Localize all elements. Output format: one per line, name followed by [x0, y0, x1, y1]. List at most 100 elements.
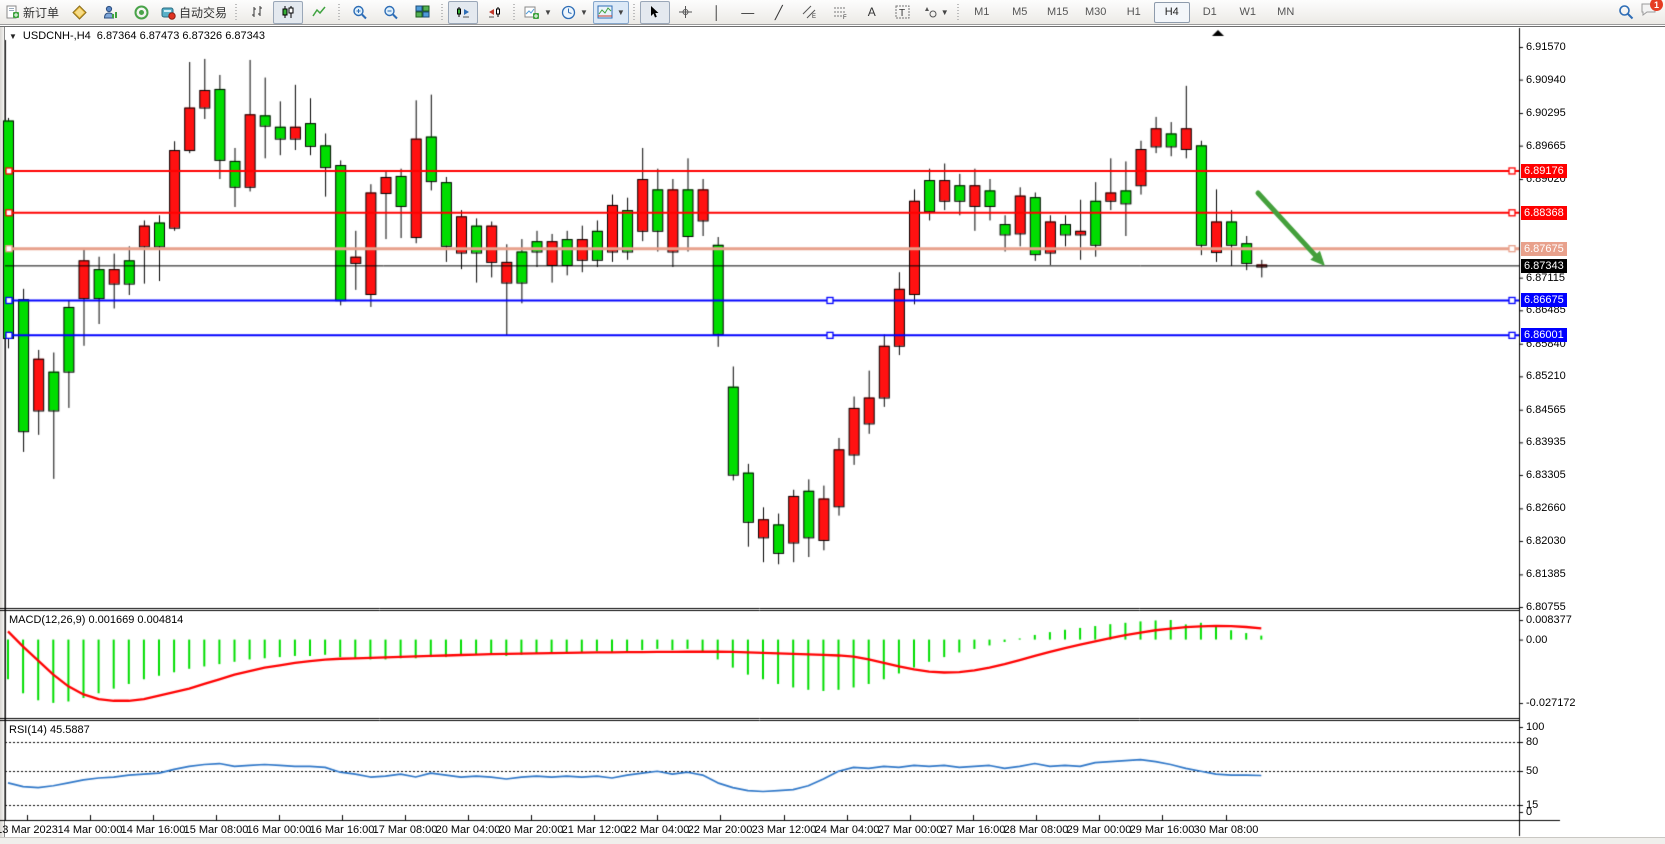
chart-symbol-period: USDCNH-,H4 — [22, 30, 91, 42]
chat-button[interactable]: 1 — [1640, 0, 1663, 22]
chart-canvas[interactable] — [0, 26, 1665, 844]
macd-axis-label: -0.027172 — [1526, 697, 1576, 710]
vertical-line-button[interactable]: │ — [702, 1, 732, 24]
timeframe-w1-button[interactable]: W1 — [1239, 6, 1256, 18]
price-tick-label: 6.82660 — [1526, 502, 1566, 515]
new-order-button[interactable]: 新订单 — [2, 1, 63, 24]
bar-chart-button[interactable] — [242, 1, 272, 24]
account-button[interactable] — [95, 1, 125, 24]
chart-title-bar: ▼ USDCNH-,H4 6.87364 6.87473 6.87326 6.8… — [9, 30, 265, 42]
auto-trading-label: 自动交易 — [179, 5, 228, 20]
new-order-label: 新订单 — [23, 5, 60, 20]
price-tick-label: 6.91570 — [1526, 41, 1566, 53]
time-tick-label: 20 Mar 20:00 — [498, 824, 564, 836]
chart-shift-button[interactable] — [479, 1, 509, 24]
line-chart-button[interactable] — [304, 1, 334, 24]
price-tick-label: 6.90295 — [1526, 107, 1566, 120]
shapes-button[interactable]: ▼ — [919, 1, 953, 24]
zoom-in-button[interactable] — [345, 1, 375, 24]
price-badge: 6.86001 — [1521, 328, 1567, 343]
time-tick-label: 20 Mar 04:00 — [435, 824, 501, 836]
price-badge: 6.88368 — [1521, 205, 1567, 220]
svg-text:E: E — [812, 14, 816, 19]
zoom-out-button[interactable] — [376, 1, 406, 24]
text-label-icon: T — [895, 5, 910, 19]
new-chart-button[interactable]: ▼ — [520, 1, 556, 24]
timeframe-m15-button[interactable]: M15 — [1047, 6, 1069, 18]
account-person-icon — [103, 5, 117, 18]
chevron-down-icon: ▼ — [579, 7, 588, 17]
time-tick-label: 13 Mar 2023 — [0, 824, 58, 836]
price-tick-label: 6.87115 — [1526, 271, 1565, 284]
horizontal-line-button[interactable]: — — [733, 1, 763, 24]
crosshair-icon — [679, 6, 693, 18]
timeframe-h1-button[interactable]: H1 — [1126, 6, 1141, 18]
time-tick-label: 29 Mar 16:00 — [1129, 824, 1195, 836]
candlestick-chart-button[interactable] — [273, 0, 304, 24]
timeframe-m30-button[interactable]: M30 — [1085, 6, 1107, 18]
fibonacci-icon: F — [834, 7, 847, 19]
auto-scroll-button[interactable] — [448, 0, 479, 24]
period-clock-icon — [561, 5, 576, 19]
timeframe-d1-button[interactable]: D1 — [1202, 6, 1217, 18]
toolbar: 新订单 自动交易 — [0, 0, 1665, 25]
timeframe-h4-button[interactable]: H4 — [1153, 1, 1190, 23]
price-tick-label: 6.83935 — [1526, 436, 1566, 449]
auto-trading-button[interactable]: 自动交易 — [157, 1, 231, 24]
trendline-button[interactable]: ╱ — [764, 1, 794, 24]
macd-title: MACD(12,26,9) — [9, 614, 86, 626]
zoom-out-icon — [384, 5, 398, 19]
price-tick-label: 6.90940 — [1526, 73, 1566, 86]
text-icon: A — [867, 4, 876, 19]
price-tick-label: 6.89665 — [1526, 139, 1566, 152]
timeframe-mn-button[interactable]: MN — [1277, 6, 1295, 18]
time-tick-label: 30 Mar 08:00 — [1193, 824, 1259, 836]
channel-button[interactable]: E — [795, 1, 825, 24]
text-button[interactable]: A — [857, 1, 887, 24]
toolbar-separator — [337, 2, 343, 22]
toolbar-separator — [440, 2, 446, 22]
cursor-button[interactable] — [639, 0, 670, 24]
rsi-axis-label: 50 — [1526, 765, 1539, 777]
trendline-icon: ╱ — [774, 4, 783, 20]
crosshair-button[interactable] — [671, 1, 701, 24]
chevron-down-icon: ▼ — [544, 7, 552, 17]
time-tick-label: 21 Mar 12:00 — [561, 824, 627, 836]
price-badge: 6.87675 — [1521, 241, 1567, 256]
rsi-axis-label: 15 — [1526, 799, 1539, 811]
timeframe-m1-button[interactable]: M1 — [974, 6, 990, 18]
signal-button[interactable] — [126, 1, 156, 24]
macd-axis-label: 0.008377 — [1526, 614, 1572, 627]
time-tick-label: 15 Mar 08:00 — [183, 824, 249, 836]
horizontal-line-icon: — — [741, 4, 755, 20]
rsi-axis-label: 80 — [1526, 736, 1539, 748]
auto-scroll-icon — [456, 7, 469, 18]
chart-ohlc-values: 6.87364 6.87473 6.87326 6.87343 — [96, 30, 265, 42]
svg-text:F: F — [843, 15, 847, 19]
indicator-diamond-button[interactable] — [64, 1, 94, 24]
time-tick-label: 29 Mar 00:00 — [1066, 824, 1132, 836]
price-badge: 6.87343 — [1521, 258, 1567, 273]
rsi-axis-label: 100 — [1526, 721, 1545, 733]
period-button[interactable]: ▼ — [557, 1, 592, 24]
price-tick-label: 6.84565 — [1526, 403, 1566, 416]
time-tick-label: 16 Mar 16:00 — [309, 824, 375, 836]
tile-windows-button[interactable] — [407, 1, 437, 24]
search-icon[interactable] — [1618, 4, 1634, 20]
collapse-triangle-icon[interactable]: ▼ — [9, 31, 17, 41]
fibonacci-button[interactable]: F — [826, 1, 856, 24]
timeframe-m5-button[interactable]: M5 — [1012, 6, 1028, 18]
template-button[interactable]: ▼ — [592, 0, 629, 24]
vertical-line-icon: │ — [712, 4, 721, 20]
new-order-icon — [6, 5, 19, 19]
time-tick-label: 27 Mar 00:00 — [877, 824, 943, 836]
toolbar-separator — [234, 2, 240, 22]
time-tick-label: 14 Mar 16:00 — [120, 824, 186, 836]
zoom-in-icon — [353, 5, 367, 19]
price-tick-label: 6.81385 — [1526, 568, 1566, 581]
text-label-button[interactable]: T — [888, 1, 918, 24]
chart-shift-icon — [488, 7, 500, 18]
price-badge: 6.89176 — [1521, 163, 1567, 178]
tile-windows-icon — [415, 5, 430, 18]
